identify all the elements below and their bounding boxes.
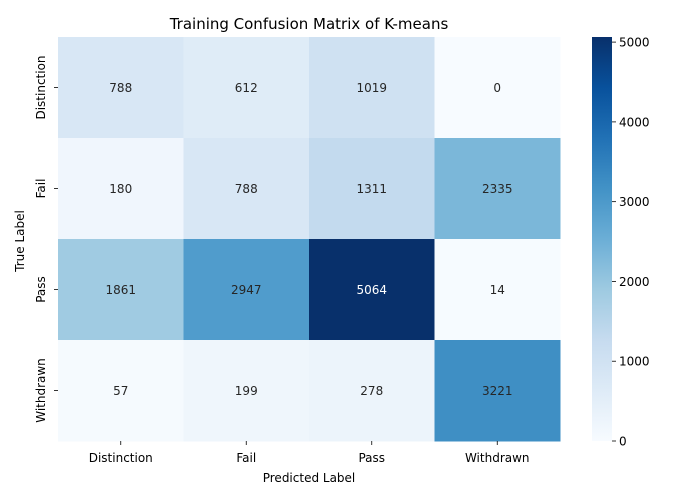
heatmap-cell [434,239,561,341]
x-axis-label: Predicted Label [263,471,356,485]
y-tick-label: Pass [34,276,48,303]
heatmap-cells [58,37,561,442]
heatmap-cell [58,37,184,139]
heatmap-cell [183,37,310,139]
cell-value-label: 180 [109,182,132,196]
y-tick-label: Withdrawn [34,358,48,423]
heatmap-cell [434,340,561,442]
x-tick-label: Pass [358,451,385,465]
cell-value-label: 3221 [482,384,513,398]
heatmap-cell [183,340,310,442]
colorbar-tick-label: 3000 [619,195,650,209]
cell-value-label: 1019 [356,81,387,95]
heatmap-cell [58,138,184,240]
colorbar-ticks: 0 1000 2000 3000 4000 5000 [612,36,650,449]
cell-value-label: 788 [109,81,132,95]
y-axis-label: True Label [13,210,27,273]
cell-value-label: 612 [235,81,258,95]
cell-value-label: 1311 [356,182,387,196]
y-axis-ticks: Distinction Fail Pass Withdrawn [34,55,58,423]
cell-value-label: 199 [235,384,258,398]
x-tick-label: Fail [236,451,256,465]
heatmap-cell-labels: 788 612 1019 0 180 788 1311 2335 1861 2947 5064 14 5… [105,81,512,398]
cell-value-label: 2335 [482,182,513,196]
cell-value-label: 788 [235,182,258,196]
y-tick-label: Distinction [34,55,48,119]
cell-value-label: 278 [360,384,383,398]
cell-value-label: 0 [493,81,501,95]
colorbar [592,37,612,441]
colorbar-tick-label: 2000 [619,275,650,289]
heatmap-cell [309,138,435,240]
x-tick-label: Withdrawn [465,451,530,465]
heatmap-cell [309,340,435,442]
x-axis-ticks: Distinction Fail Pass Withdrawn [89,441,530,465]
cell-value-label: 2947 [231,283,262,297]
colorbar-tick-label: 4000 [619,115,650,129]
heatmap-cell [58,340,184,442]
heatmap-cell [309,239,435,341]
heatmap-cell [309,37,435,139]
heatmap-cell [58,239,184,341]
colorbar-tick-label: 5000 [619,36,650,50]
cell-value-label: 14 [490,283,505,297]
cell-value-label: 57 [113,384,128,398]
colorbar-tick-label: 0 [619,435,627,449]
heatmap-cell [434,37,561,139]
heatmap-cell [183,239,310,341]
cell-value-label: 5064 [356,283,387,297]
chart-title: Training Confusion Matrix of K-means [169,15,449,33]
heatmap-cell [183,138,310,240]
cell-value-label: 1861 [105,283,136,297]
x-tick-label: Distinction [89,451,153,465]
colorbar-tick-label: 1000 [619,355,650,369]
heatmap-cell [434,138,561,240]
y-tick-label: Fail [34,179,48,199]
